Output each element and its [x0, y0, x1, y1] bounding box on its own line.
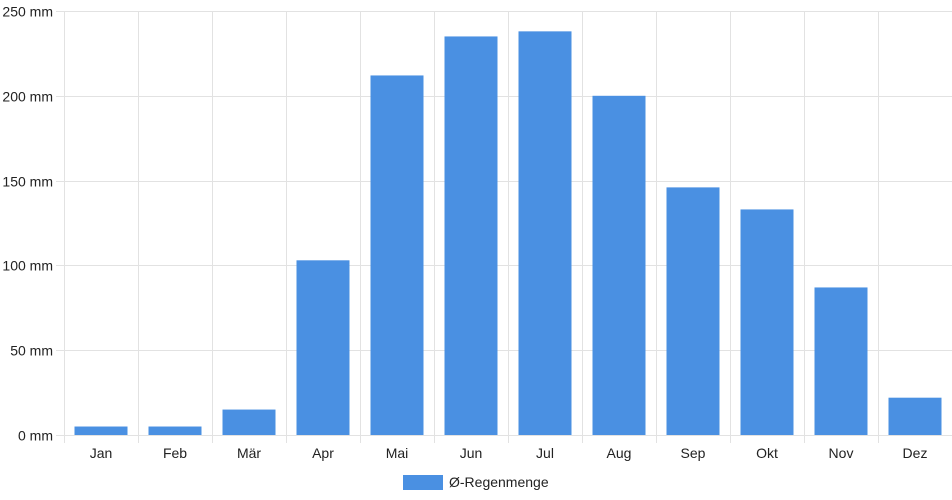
x-tick-label: Dez [903, 445, 928, 461]
y-tick-label: 100 mm [2, 258, 53, 274]
y-tick-label: 200 mm [2, 89, 53, 105]
bar-jan[interactable] [74, 426, 128, 435]
x-axis-ticks: Jan Feb Mär Apr Mai Jun Jul Aug Sep Okt Nov Dez [90, 445, 928, 461]
x-tick-label: Nov [829, 445, 854, 461]
y-tick-label: 150 mm [2, 174, 53, 190]
y-tick-label: 0 mm [18, 428, 53, 444]
x-tick-label: Aug [607, 445, 632, 461]
bar-apr[interactable] [296, 260, 350, 435]
bar-mai[interactable] [370, 75, 424, 435]
x-tick-label: Mai [386, 445, 409, 461]
bar-mär[interactable] [222, 409, 276, 435]
y-tick-label: 50 mm [10, 343, 53, 359]
legend-swatch [403, 474, 443, 490]
bar-nov[interactable] [814, 287, 868, 435]
bar-okt[interactable] [740, 209, 794, 435]
y-axis-ticks: 0 mm 50 mm 100 mm 150 mm 200 mm 250 mm [2, 4, 53, 444]
bar-series [74, 31, 942, 436]
x-tick-label: Jul [536, 445, 554, 461]
x-tick-label: Jun [460, 445, 483, 461]
bar-jul[interactable] [518, 31, 572, 436]
x-tick-label: Mär [237, 445, 261, 461]
legend-label: Ø-Regenmenge [449, 474, 549, 490]
bar-aug[interactable] [592, 95, 646, 436]
legend[interactable]: Ø-Regenmenge [403, 474, 549, 490]
y-tick-label: 250 mm [2, 4, 53, 20]
bar-sep[interactable] [666, 187, 720, 435]
x-tick-label: Jan [90, 445, 113, 461]
x-tick-label: Okt [756, 445, 778, 461]
x-tick-label: Feb [163, 445, 187, 461]
bar-feb[interactable] [148, 426, 202, 435]
bar-jun[interactable] [444, 36, 498, 435]
bar-dez[interactable] [888, 397, 942, 435]
x-tick-label: Apr [312, 445, 334, 461]
grid-lines [56, 11, 952, 443]
x-tick-label: Sep [681, 445, 706, 461]
